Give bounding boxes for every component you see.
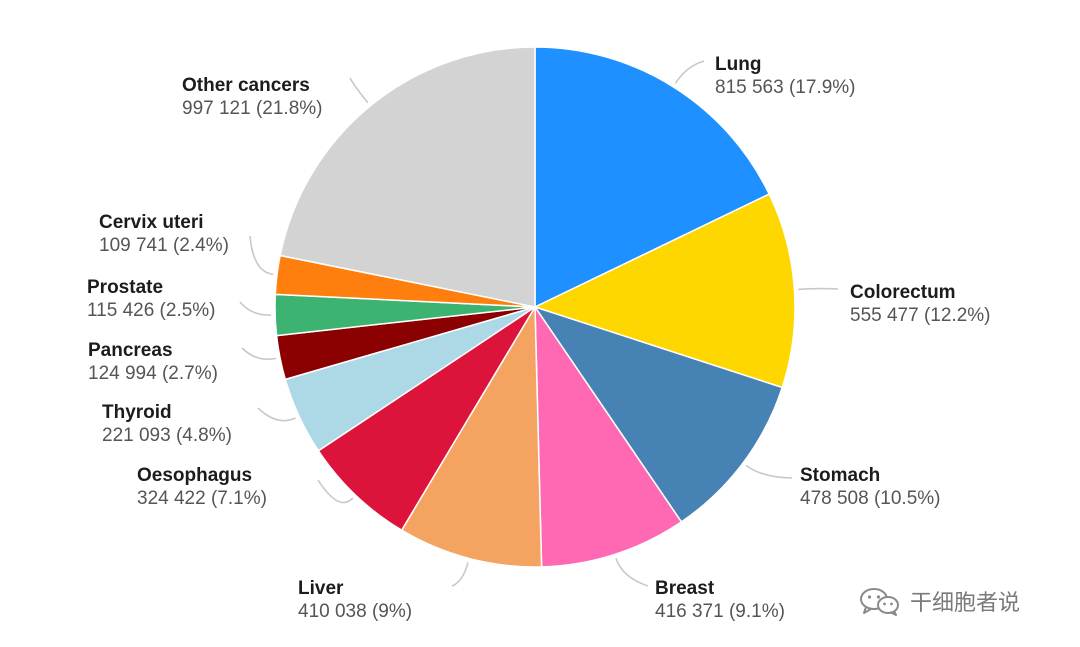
leader-line-liver (451, 562, 469, 587)
leader-line-thyroid (257, 407, 296, 422)
slice-value-liver: 410 038 (9%) (298, 601, 412, 622)
slice-value-other-cancers: 997 121 (21.8%) (182, 98, 323, 119)
leader-line-oesophagus (317, 479, 354, 504)
slice-value-stomach: 478 508 (10.5%) (800, 488, 941, 509)
wechat-icon (858, 586, 902, 616)
slice-label-stomach: Stomach (800, 465, 880, 486)
slice-label-cervix-uteri: Cervix uteri (99, 212, 204, 233)
pie-slice-lung (534, 46, 770, 308)
slice-value-oesophagus: 324 422 (7.1%) (137, 488, 267, 509)
slice-value-thyroid: 221 093 (4.8%) (102, 425, 232, 446)
pie-slice-oesophagus (317, 306, 536, 531)
pie-slice-liver (400, 306, 543, 568)
slice-value-cervix-uteri: 109 741 (2.4%) (99, 235, 229, 256)
slice-value-prostate: 115 426 (2.5%) (87, 300, 216, 321)
slice-value-lung: 815 563 (17.9%) (715, 77, 856, 98)
watermark: 干细胞者说 (858, 585, 1020, 617)
pie-slice-stomach (534, 306, 783, 523)
slice-value-pancreas: 124 994 (2.7%) (88, 363, 218, 384)
slice-label-prostate: Prostate (87, 277, 163, 298)
leader-line-stomach (745, 464, 793, 479)
pie-slice-breast (534, 306, 683, 568)
watermark-text: 干细胞者说 (910, 591, 1021, 616)
slice-label-colorectum: Colorectum (850, 282, 956, 303)
pie-slices (274, 46, 796, 568)
leader-line-lung (674, 60, 705, 84)
leader-line-breast (615, 558, 649, 587)
pie-slice-other-cancers (279, 46, 536, 308)
leader-line-prostate (239, 301, 272, 316)
pie-slice-colorectum (534, 193, 796, 389)
slice-label-lung: Lung (715, 54, 761, 75)
slice-value-colorectum: 555 477 (12.2%) (850, 305, 991, 326)
leader-line-colorectum (798, 287, 839, 291)
leader-line-pancreas (241, 347, 277, 361)
slice-value-breast: 416 371 (9.1%) (655, 601, 785, 622)
leader-line-cervix-uteri (249, 235, 274, 276)
leader-line-other-cancers (349, 77, 369, 104)
slice-label-other-cancers: Other cancers (182, 75, 310, 96)
slice-label-pancreas: Pancreas (88, 340, 173, 361)
slice-label-breast: Breast (655, 578, 715, 599)
slice-label-liver: Liver (298, 578, 344, 599)
slice-label-oesophagus: Oesophagus (137, 465, 252, 486)
slice-label-thyroid: Thyroid (102, 402, 172, 423)
leader-lines (239, 60, 839, 587)
